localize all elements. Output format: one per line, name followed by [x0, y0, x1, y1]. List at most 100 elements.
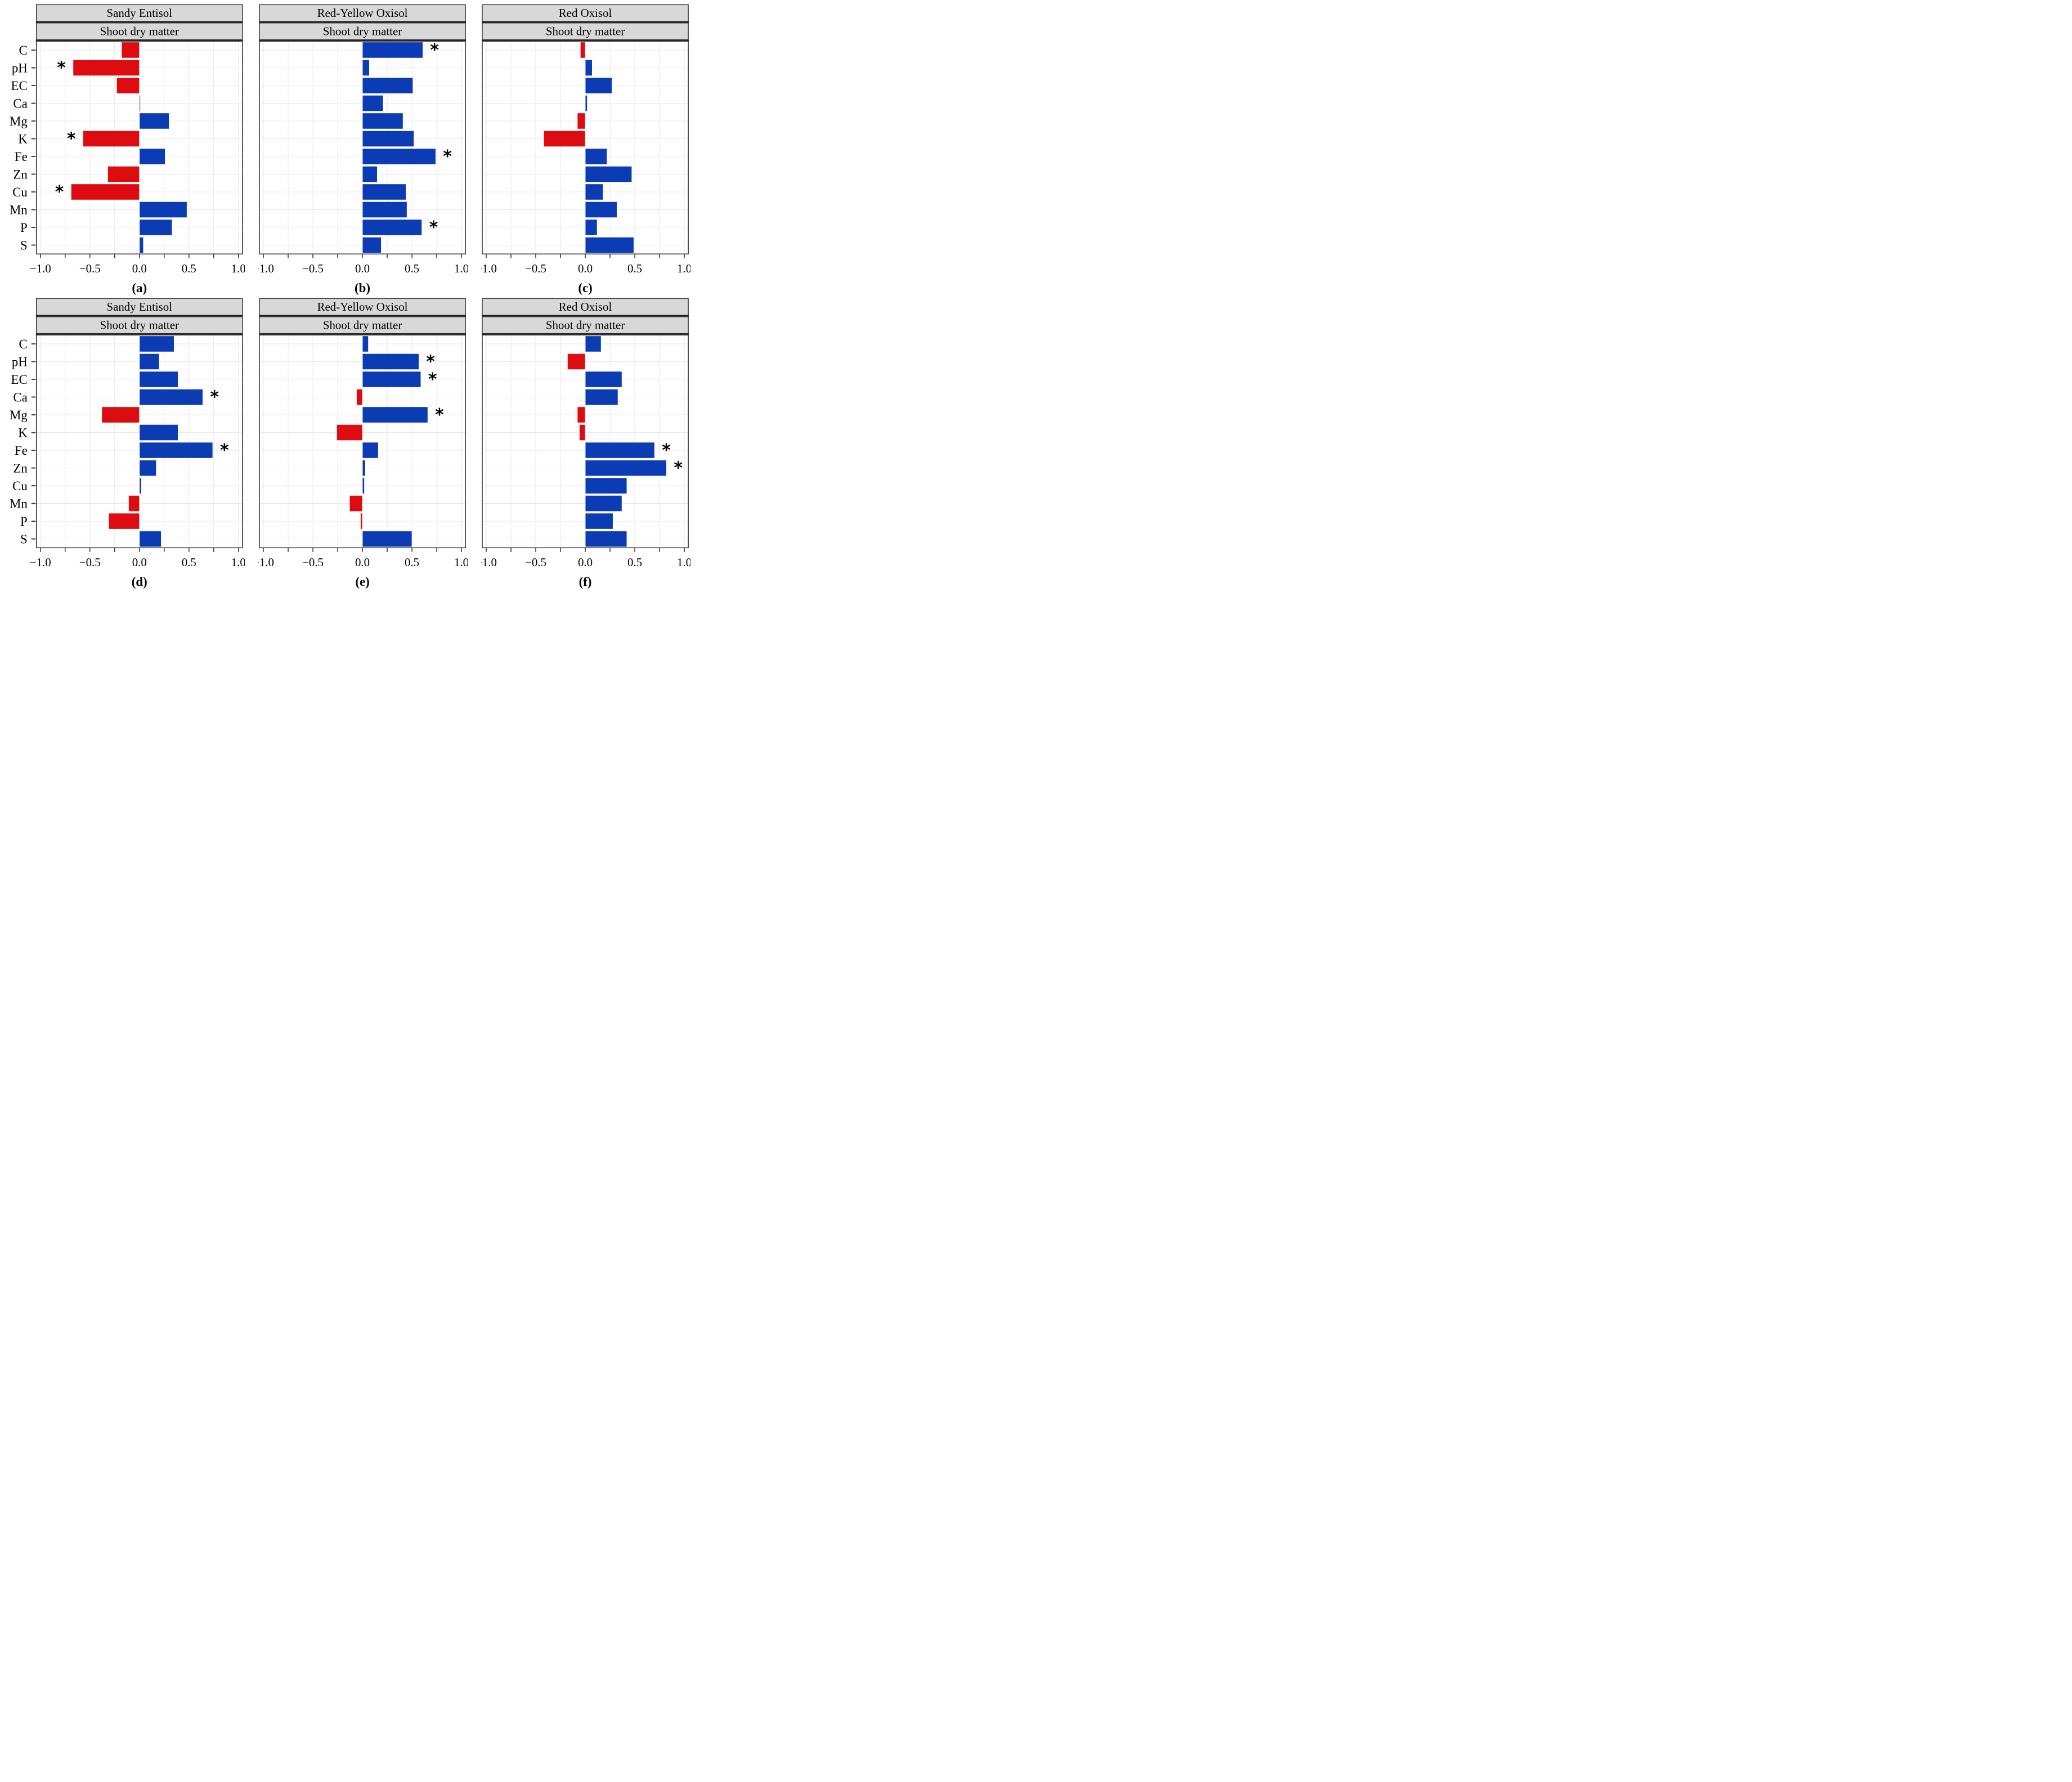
- bar-e-Ca: [356, 388, 363, 406]
- bar-f-K: [578, 424, 586, 441]
- bar-d-C: [139, 335, 174, 352]
- significance-asterisk: *: [428, 370, 437, 389]
- bar-b-P: [362, 219, 422, 236]
- soil-title: Sandy Entisol: [106, 6, 172, 20]
- x-tick-label: −1.0: [258, 262, 274, 275]
- x-tick-label: 1.0: [454, 556, 468, 569]
- plot-border: [259, 41, 466, 255]
- bar-c-Mn: [585, 201, 617, 218]
- x-tick-label: −0.5: [525, 556, 546, 569]
- bar-f-Ca: [585, 388, 618, 406]
- soil-title: Red-Yellow Oxisol: [317, 300, 407, 314]
- bar-a-pH: [73, 59, 140, 77]
- y-axis-label-Cu: Cu: [12, 185, 28, 199]
- trait-title: Shoot dry matter: [323, 319, 402, 332]
- x-tick-label: −0.5: [302, 556, 324, 569]
- bar-c-Fe: [585, 148, 608, 165]
- bar-f-P: [585, 513, 613, 530]
- bar-d-Ca: [139, 388, 203, 406]
- bar-b-Fe: [362, 148, 436, 165]
- bar-d-Mg: [101, 406, 140, 423]
- x-tick-label: 1.0: [231, 262, 245, 275]
- bar-d-EC: [139, 371, 178, 388]
- panel-c: Red Oxisol Shoot dry matter −1.0 −0.5 0.0 0.5…: [481, 4, 690, 295]
- y-axis-label-S: S: [20, 532, 28, 546]
- x-tick-label: −1.0: [30, 262, 51, 275]
- bar-b-Ca: [362, 95, 384, 112]
- panel-caption-f: (f): [579, 575, 592, 589]
- x-tick-label: 0.5: [405, 556, 419, 569]
- x-tick-label: 0.5: [627, 556, 642, 569]
- significance-asterisk: *: [443, 147, 452, 167]
- significance-asterisk: *: [426, 352, 435, 371]
- significance-asterisk: *: [662, 441, 671, 460]
- y-axis-label-pH: pH: [12, 61, 28, 75]
- strip-separator: [481, 333, 689, 335]
- y-axis-label-Cu: Cu: [12, 479, 28, 493]
- bar-e-C: [362, 335, 369, 352]
- x-tick-label: −1.0: [258, 556, 274, 569]
- strip-separator: [35, 39, 243, 42]
- bar-d-pH: [139, 353, 160, 370]
- y-axis-label-Zn: Zn: [13, 167, 28, 181]
- bar-b-Cu: [362, 183, 406, 200]
- bar-a-P: [139, 219, 173, 236]
- y-axis-label-EC: EC: [11, 79, 28, 93]
- y-axis-label-P: P: [20, 221, 28, 235]
- y-axis-label-K: K: [18, 132, 28, 146]
- y-axis-label-Zn: Zn: [13, 461, 28, 475]
- y-axis-label-C: C: [19, 337, 28, 351]
- bar-c-Mg: [577, 113, 586, 129]
- y-axis-label-EC: EC: [11, 373, 28, 387]
- significance-asterisk: *: [67, 129, 76, 149]
- y-axis-label-Mg: Mg: [10, 114, 28, 128]
- x-tick-label: 1.0: [231, 556, 245, 569]
- bar-d-Cu: [139, 477, 142, 494]
- bar-a-S: [139, 236, 144, 254]
- bar-c-Cu: [585, 183, 604, 200]
- plot-border: [482, 41, 689, 255]
- y-axis-label-pH: pH: [12, 355, 28, 369]
- y-axis-label-Ca: Ca: [13, 96, 27, 110]
- bar-f-Mn: [585, 495, 622, 512]
- bar-f-pH: [567, 353, 586, 370]
- trait-title: Shoot dry matter: [100, 25, 179, 38]
- bar-c-EC: [585, 77, 612, 94]
- x-tick-label: −0.5: [525, 262, 546, 275]
- bar-a-Mn: [139, 201, 187, 218]
- significance-asterisk: *: [210, 387, 219, 407]
- soil-title-strip: [259, 298, 466, 316]
- bar-b-Mg: [362, 113, 403, 129]
- bar-d-Zn: [139, 459, 157, 477]
- bar-d-P: [108, 513, 140, 530]
- strip-separator: [481, 315, 689, 317]
- bar-c-S: [585, 236, 634, 254]
- soil-title: Red-Yellow Oxisol: [317, 6, 407, 20]
- trait-title: Shoot dry matter: [100, 319, 179, 332]
- significance-asterisk: *: [55, 182, 64, 202]
- plot-border: [482, 334, 689, 549]
- x-tick-label: 1.0: [454, 262, 468, 275]
- x-tick-label: −1.0: [481, 556, 497, 569]
- x-tick-label: 1.0: [677, 556, 690, 569]
- strip-separator: [35, 315, 243, 317]
- panel-caption-a: (a): [132, 281, 147, 295]
- bar-e-K: [336, 424, 363, 441]
- bar-a-Fe: [139, 148, 165, 165]
- bar-a-EC: [116, 77, 140, 94]
- bar-b-S: [362, 236, 382, 254]
- bar-e-P: [360, 513, 363, 530]
- bar-c-Zn: [585, 165, 633, 183]
- panel-f: Red Oxisol Shoot dry matter ** −1.0 −0.5 0.0 0…: [481, 298, 690, 589]
- bar-e-Mg: [362, 406, 428, 423]
- y-axis-label-C: C: [19, 43, 28, 57]
- bar-c-Ca: [585, 95, 587, 112]
- bar-e-Zn: [362, 459, 366, 477]
- bar-c-C: [580, 42, 586, 59]
- x-tick-label: 0.5: [405, 262, 419, 275]
- bar-b-EC: [362, 77, 414, 94]
- bar-a-C: [121, 42, 140, 59]
- panel-caption-b: (b): [355, 281, 370, 295]
